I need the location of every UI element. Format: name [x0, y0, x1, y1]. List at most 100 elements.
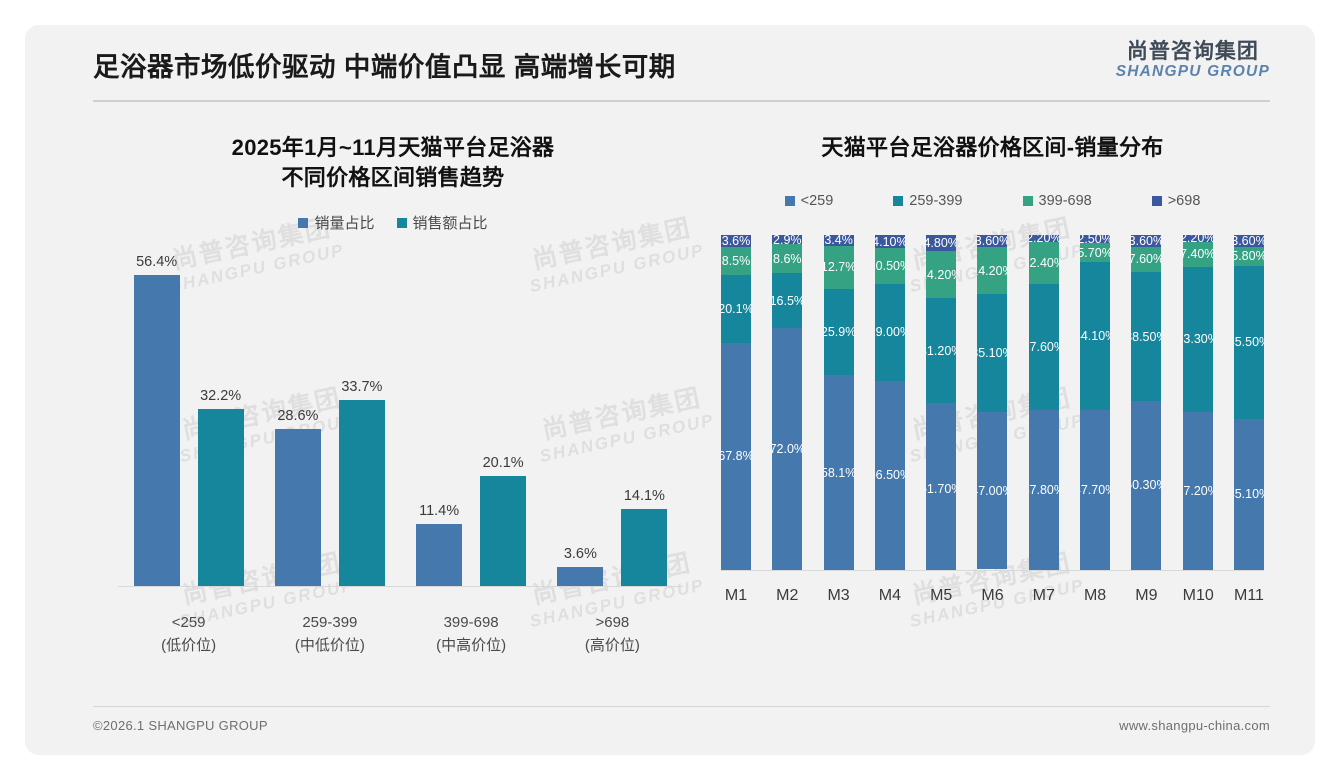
stacked-bar-segment[interactable]: 3.60% — [1233, 234, 1264, 247]
stacked-bar-segment[interactable]: 8.6% — [772, 244, 803, 274]
stacked-bar-segment[interactable]: 43.30% — [1182, 266, 1213, 412]
legend-item[interactable]: 销售额占比 — [396, 212, 488, 233]
stacked-bar-segment[interactable]: 47.00% — [977, 411, 1008, 570]
stacked-bar-segment[interactable]: 2.20% — [1182, 234, 1213, 243]
stacked-bar-segment[interactable]: 67.8% — [721, 342, 751, 570]
stacked-bar-segment[interactable]: 3.60% — [1131, 234, 1162, 247]
left-chart-panel: 2025年1月~11月天猫平台足浴器 不同价格区间销售趋势 销量占比 销售额占比 … — [93, 111, 693, 686]
stacked-bar-column[interactable]: 4.10% 10.50% 29.00% 56.50% — [874, 234, 905, 570]
stacked-bar-segment[interactable]: 4.10% — [874, 234, 905, 249]
stacked-bar-segment[interactable]: 3.4% — [823, 234, 854, 247]
bar-rect[interactable] — [274, 428, 321, 587]
stacked-bar-column[interactable]: 3.4% 12.7% 25.9% 58.1% — [823, 234, 854, 570]
segment-value-label: 3.6% — [721, 234, 751, 247]
bar-column[interactable]: 56.4% — [133, 254, 180, 587]
stacked-bar-column[interactable]: 3.60% 5.80% 45.50% 45.10% — [1233, 234, 1264, 570]
logo-english-text: SHANGPU GROUP — [1115, 63, 1270, 81]
bar-column[interactable]: 11.4% — [416, 255, 463, 587]
stacked-bar-segment[interactable]: 4.80% — [926, 234, 957, 251]
segment-value-label: 7.60% — [1131, 252, 1161, 267]
stacked-bar-segment[interactable]: 14.20% — [977, 246, 1008, 295]
bar-value-label: 32.2% — [200, 387, 242, 404]
legend-label: 销量占比 — [314, 215, 375, 233]
legend-item[interactable]: 399-698 — [1022, 193, 1092, 209]
legend-swatch-icon — [1151, 195, 1162, 206]
stacked-bar-segment[interactable]: 44.10% — [1080, 262, 1111, 410]
stacked-bar-segment[interactable]: 58.1% — [823, 375, 854, 570]
legend-item[interactable]: 销量占比 — [298, 212, 375, 233]
stacked-bar-segment[interactable]: 47.70% — [1080, 409, 1111, 570]
left-chart-legend: 销量占比 销售额占比 — [93, 212, 693, 233]
x-axis-tick-label: M4 — [878, 586, 901, 604]
legend-swatch-icon — [298, 217, 309, 228]
stacked-bar-segment[interactable]: 35.10% — [977, 294, 1008, 412]
stacked-bar-segment[interactable]: 12.7% — [823, 246, 854, 289]
bar-rect[interactable] — [197, 408, 244, 587]
stacked-bar-segment[interactable]: 56.50% — [874, 380, 905, 570]
stacked-bar-segment[interactable]: 2.9% — [772, 234, 803, 245]
bar-value-label: 33.7% — [341, 379, 383, 396]
stacked-bar-segment[interactable]: 2.20% — [1028, 234, 1059, 243]
legend-item[interactable]: <259 — [784, 192, 834, 209]
stacked-bar-segment[interactable]: 2.50% — [1080, 234, 1111, 244]
stacked-bar-segment[interactable]: 12.40% — [1028, 242, 1059, 284]
segment-value-label: 45.10% — [1234, 487, 1264, 502]
stacked-bar-column[interactable]: 2.9% 8.6% 16.5% 72.0% — [772, 234, 803, 570]
stacked-bar-segment[interactable]: 8.5% — [721, 246, 751, 276]
stacked-bar-segment[interactable]: 37.60% — [1028, 283, 1059, 410]
stacked-bar-column[interactable]: 4.80% 14.20% 31.20% 51.70% — [926, 234, 957, 570]
stacked-bar-segment[interactable]: 14.20% — [926, 250, 957, 299]
bar-column[interactable]: 33.7% — [338, 255, 385, 587]
stacked-bar-segment[interactable]: 7.40% — [1182, 242, 1213, 267]
stacked-bar-segment[interactable]: 51.70% — [926, 402, 957, 570]
stacked-bar-segment[interactable]: 47.80% — [1028, 409, 1059, 570]
segment-value-label: 47.00% — [977, 483, 1007, 498]
stacked-bar-segment[interactable]: 5.80% — [1233, 246, 1264, 267]
stacked-bar-segment[interactable]: 20.1% — [721, 275, 751, 343]
left-chart-title-line2: 不同价格区间销售趋势 — [281, 164, 505, 190]
bar-rect[interactable] — [557, 566, 604, 587]
stacked-bar-segment[interactable]: 25.9% — [823, 288, 854, 376]
stacked-bar-column[interactable]: 2.20% 7.40% 43.30% 47.20% — [1182, 234, 1213, 570]
stacked-bar-plot-area: 3.6% 8.5% 20.1% 67.8% 2.9% 8.6% 16.5% 72.0% 3.4%… — [721, 234, 1264, 571]
stacked-bar-segment[interactable]: 5.70% — [1080, 243, 1111, 263]
bar-column[interactable]: 28.6% — [274, 255, 321, 587]
stacked-bar-column[interactable]: 3.60% 7.60% 38.50% 50.30% — [1131, 234, 1162, 570]
x-axis-tick-label: M3 — [827, 586, 850, 604]
stacked-bar-segment[interactable]: 10.50% — [874, 248, 905, 284]
bar-rect[interactable] — [416, 523, 463, 587]
stacked-bar-segment[interactable]: 3.6% — [721, 234, 751, 247]
bar-column[interactable]: 3.6% — [557, 255, 604, 587]
stacked-bar-column[interactable]: 2.20% 12.40% 37.60% 47.80% — [1028, 234, 1059, 570]
bar-column[interactable]: 14.1% — [621, 255, 668, 587]
bar-rect[interactable] — [338, 400, 385, 587]
segment-value-label: 3.60% — [1131, 234, 1161, 247]
stacked-bar-segment[interactable]: 45.50% — [1233, 266, 1264, 419]
stacked-bar-segment[interactable]: 16.5% — [772, 273, 803, 329]
segment-value-label: 72.0% — [772, 442, 802, 457]
company-logo: 尚普咨询集团 SHANGPU GROUP — [1115, 40, 1270, 81]
stacked-bar-segment[interactable]: 50.30% — [1131, 401, 1162, 570]
legend-label: <259 — [800, 192, 834, 209]
legend-item[interactable]: >698 — [1151, 193, 1200, 209]
bar-column[interactable]: 20.1% — [480, 255, 527, 587]
stacked-bar-segment[interactable]: 47.20% — [1182, 411, 1213, 570]
bar-rect[interactable] — [480, 475, 527, 587]
stacked-bar-segment[interactable]: 72.0% — [772, 328, 803, 570]
stacked-bar-segment[interactable]: 45.10% — [1233, 418, 1264, 570]
stacked-bar-segment[interactable]: 3.60% — [977, 234, 1008, 247]
stacked-bar-segment[interactable]: 29.00% — [874, 283, 905, 381]
segment-value-label: 5.80% — [1233, 249, 1264, 264]
stacked-bar-segment[interactable]: 31.20% — [926, 298, 957, 403]
stacked-bar-column[interactable]: 2.50%5.70% 44.10% 47.70% — [1080, 234, 1111, 570]
legend-item[interactable]: 259-399 — [893, 193, 963, 209]
stacked-bar-segment[interactable]: 7.60% — [1131, 246, 1162, 273]
bar-column[interactable]: 32.2% — [197, 255, 244, 587]
bar-value-label: 28.6% — [277, 407, 319, 424]
stacked-bar-column[interactable]: 3.6% 8.5% 20.1% 67.8% — [721, 234, 751, 570]
bar-rect[interactable] — [621, 508, 668, 587]
bar-group: 3.6% 14.1% — [542, 255, 683, 587]
stacked-bar-segment[interactable]: 38.50% — [1131, 272, 1162, 402]
bar-rect[interactable] — [133, 275, 180, 587]
stacked-bar-column[interactable]: 3.60% 14.20% 35.10% 47.00% — [977, 234, 1008, 570]
